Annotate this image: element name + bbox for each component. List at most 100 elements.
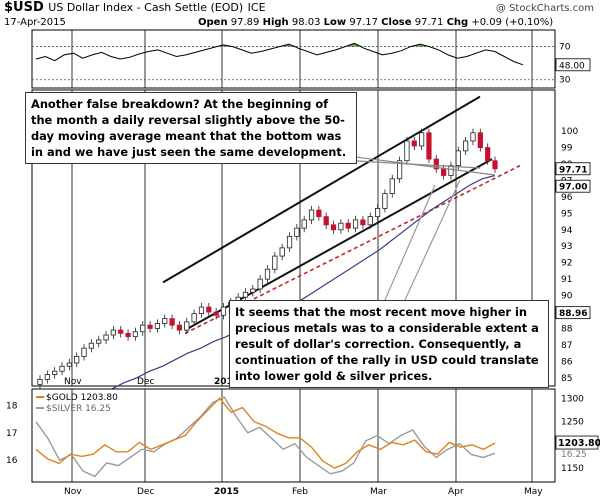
- open-label: Open: [198, 17, 228, 28]
- candle-body: [264, 268, 271, 280]
- candle-body: [338, 222, 344, 231]
- candle-body: [279, 247, 285, 257]
- candle-body: [463, 140, 469, 152]
- callout-connector: [384, 184, 436, 301]
- gs-x-label: Dec: [137, 487, 154, 497]
- candle-body: [250, 288, 256, 293]
- candle-body: [330, 224, 337, 231]
- candle-body: [74, 355, 80, 364]
- gs-left-tick: 18: [6, 401, 18, 411]
- candle-body: [433, 158, 439, 170]
- candle-body: [485, 147, 491, 162]
- open-value: 97.89: [230, 17, 260, 28]
- candle-body: [198, 306, 205, 315]
- candle-body: [59, 365, 65, 372]
- gs-x-label: 2015: [214, 487, 239, 497]
- gs-right-tick: 1300: [561, 394, 584, 404]
- gs-x-label: Apr: [448, 487, 464, 497]
- ref-price-label: 88.96: [559, 309, 587, 319]
- ma-price-label: 97.00: [559, 183, 587, 193]
- candle-body: [125, 332, 131, 338]
- gs-left-tick: 16: [6, 456, 18, 466]
- candle-body: [389, 178, 395, 195]
- candle-body: [426, 132, 432, 160]
- candle-body: [301, 219, 307, 229]
- candle-body: [477, 132, 483, 148]
- price-tick-label: 90: [561, 292, 573, 302]
- candle-body: [66, 362, 72, 367]
- candle-body: [272, 255, 278, 270]
- candle-body: [294, 227, 300, 237]
- price-tick-label: 93: [561, 242, 572, 252]
- candle-body: [206, 306, 212, 313]
- gold-last-value: 1203.80: [558, 438, 600, 449]
- candle-body: [419, 132, 425, 147]
- candle-body: [52, 370, 58, 375]
- gold-silver-panel: 1817161300125012001150NovDec2015FebMarAp…: [6, 388, 600, 497]
- chg-label: Chg: [446, 17, 469, 28]
- chart-title: $USD US Dollar Index - Cash Settle (EOD)…: [4, 0, 266, 15]
- annotation-bottom: It seems that the most recent move highe…: [229, 300, 549, 388]
- ticker-symbol: $USD: [4, 0, 44, 15]
- price-tick-label: 95: [561, 209, 572, 219]
- candle-body: [176, 324, 183, 331]
- callout-connector: [404, 179, 461, 301]
- price-tick-label: 91: [561, 275, 572, 285]
- rsi-tick-label: 70: [559, 43, 571, 53]
- close-value: 97.71: [414, 17, 444, 28]
- price-tick-label: 100: [561, 127, 578, 137]
- candle-body: [404, 140, 410, 162]
- price-tick-label: 87: [561, 341, 572, 351]
- ohlc-stats: Open 97.89 High 98.03 Low 97.17 Close 97…: [198, 17, 553, 28]
- price-x-label: 2015: [214, 377, 239, 387]
- price-tick-label: 92: [561, 259, 572, 269]
- price-x-label: Dec: [137, 377, 154, 387]
- gs-right-tick: 1150: [561, 464, 584, 474]
- candle-body: [242, 291, 249, 298]
- price-tick-label: 94: [561, 226, 573, 236]
- silver-last-value: 16.25: [561, 450, 587, 460]
- gs-x-label: May: [524, 487, 543, 497]
- candle-body: [220, 306, 227, 316]
- chart-date: 17-Apr-2015: [4, 17, 66, 28]
- candle-body: [345, 222, 351, 229]
- rsi-line: [35, 42, 524, 66]
- gs-right-tick: 1250: [561, 418, 584, 428]
- exchange-label: ICE: [247, 1, 266, 14]
- candle-body: [154, 323, 161, 329]
- candle-body: [367, 216, 373, 226]
- price-tick-label: 86: [561, 357, 573, 367]
- price-tick-label: 88: [561, 324, 573, 334]
- candle-body: [323, 216, 329, 226]
- candle-body: [441, 168, 447, 176]
- candle-body: [470, 132, 476, 142]
- price-x-label: Nov: [64, 377, 82, 387]
- candle-body: [257, 278, 263, 290]
- gs-x-label: Mar: [370, 487, 387, 497]
- silver-legend-label: $SILVER 16.25: [46, 404, 111, 414]
- candle-body: [184, 321, 190, 331]
- price-tick-label: 99: [561, 144, 573, 154]
- candle-body: [455, 150, 461, 167]
- candle-body: [382, 193, 388, 209]
- candle-body: [162, 318, 168, 324]
- candle-body: [140, 324, 146, 333]
- candle-body: [88, 342, 94, 349]
- rsi-frame: [31, 29, 556, 89]
- rsi-tick-label: 30: [559, 76, 571, 86]
- candle-body: [213, 311, 219, 316]
- low-value: 97.17: [349, 17, 378, 28]
- annotation-top: Another false breakdown? At the beginnin…: [25, 92, 357, 164]
- candle-body: [396, 160, 403, 180]
- gs-x-label: Nov: [64, 487, 82, 497]
- brand-label: @ StockCharts.com: [495, 3, 594, 14]
- index-name: US Dollar Index - Cash Settle (EOD): [48, 1, 244, 14]
- rsi-last-value: 48.00: [559, 61, 585, 71]
- candle-body: [169, 318, 175, 326]
- gs-frame: [31, 388, 556, 483]
- gold-line: [35, 397, 496, 469]
- candle-body: [147, 324, 153, 329]
- high-label: High: [262, 17, 289, 28]
- gs-x-label: Feb: [292, 487, 308, 497]
